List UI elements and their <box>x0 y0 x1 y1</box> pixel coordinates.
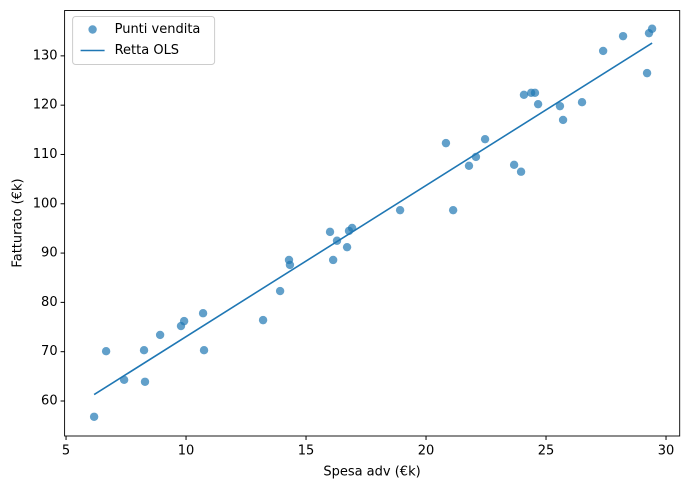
scatter-point <box>285 260 295 270</box>
x-axis-label: Spesa adv (€k) <box>323 465 420 480</box>
scatter-point <box>530 88 540 98</box>
legend-label: Punti vendita <box>115 22 201 37</box>
scatter-point <box>441 138 451 148</box>
scatter-point <box>155 330 165 340</box>
y-tick-label: 60 <box>41 393 58 408</box>
scatter-point <box>199 346 209 355</box>
scatter-point <box>89 412 99 421</box>
scatter-point <box>325 227 335 237</box>
scatter-point <box>258 315 268 325</box>
scatter-point <box>395 205 405 215</box>
ols-line <box>93 42 653 396</box>
scatter-point <box>198 309 208 318</box>
scatter-point <box>577 98 587 107</box>
x-tick-label: 20 <box>418 444 435 459</box>
x-tick-label: 10 <box>178 444 195 459</box>
scatter-point <box>519 90 529 100</box>
scatter-point <box>642 68 652 78</box>
x-tick-label: 30 <box>658 444 675 459</box>
scatter-point <box>509 160 519 170</box>
y-tick-label: 90 <box>41 246 58 261</box>
scatter-point <box>516 167 526 176</box>
legend-marker <box>88 25 97 34</box>
y-axis-label: Fatturato (€k) <box>11 178 26 267</box>
scatter-point <box>328 255 338 265</box>
legend-label: Retta OLS <box>115 43 179 58</box>
scatter-point <box>464 161 474 171</box>
x-tick-label: 15 <box>298 444 315 459</box>
y-tick-label: 70 <box>41 344 58 359</box>
scatter-point <box>275 286 285 296</box>
plot-frame <box>64 10 681 437</box>
scatter-point <box>480 134 490 144</box>
x-tick-label: 5 <box>62 444 70 459</box>
y-tick-label: 80 <box>41 295 58 310</box>
scatter-point <box>647 24 657 33</box>
legend-box <box>72 16 216 65</box>
scatter-point <box>101 346 111 356</box>
scatter-point <box>179 316 189 326</box>
y-tick-label: 100 <box>33 196 58 211</box>
scatter-point <box>140 377 150 386</box>
scatter-point <box>342 242 352 252</box>
scatter-point <box>558 115 568 125</box>
y-tick-label: 120 <box>33 98 58 113</box>
scatter-point <box>448 205 458 215</box>
y-tick-label: 130 <box>33 48 58 63</box>
scatter-point <box>598 46 608 56</box>
y-tick-label: 110 <box>33 147 58 162</box>
scatter-point <box>533 99 543 109</box>
scatter-point <box>139 346 149 355</box>
scatter-point <box>555 101 565 111</box>
scatter-point <box>618 31 628 41</box>
x-tick-label: 25 <box>538 444 555 459</box>
